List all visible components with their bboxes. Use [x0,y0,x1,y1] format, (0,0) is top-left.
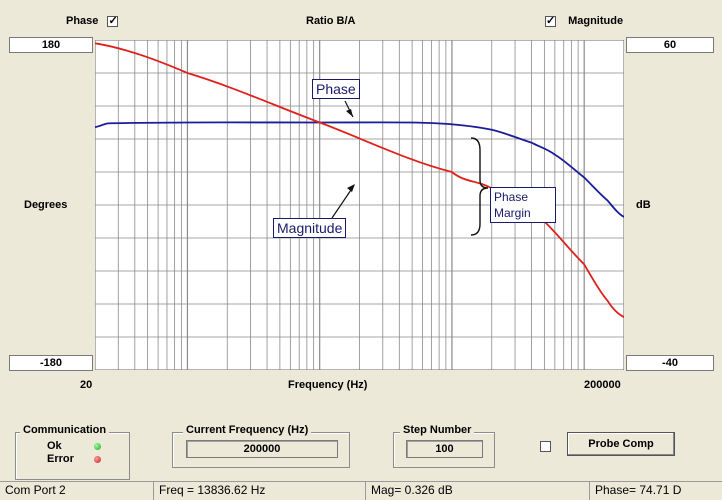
phase-curve [95,121,624,218]
magnitude-curve [95,42,624,319]
ok-led-icon [94,443,101,450]
phase-arrowhead [346,109,353,117]
magnitude-checkbox[interactable] [545,14,556,27]
status-bar [0,481,722,500]
x-axis-label: Frequency (Hz) [288,379,368,391]
current-frequency-field: 200000 [186,440,338,458]
x-axis-min: 20 [80,379,93,391]
comm-error-label: Error [47,453,74,465]
phase-annotation: Phase [312,79,360,99]
step-number-title: Step Number [400,424,475,436]
status-magnitude: Mag= 0.326 dB [365,482,589,500]
magnitude-label: Magnitude [568,15,624,27]
phase-label: Phase [66,15,99,27]
magnitude-toggle[interactable]: Magnitude [545,14,624,27]
error-led-icon [94,456,101,463]
left-axis-min: -180 [9,355,93,371]
comm-ok-label: Ok [47,440,62,452]
phase-checkbox[interactable] [107,14,119,27]
ratio-label: Ratio B/A [306,15,356,27]
right-axis-min: -40 [626,355,714,371]
magnitude-arrowhead [347,184,355,192]
magnitude-annotation: Magnitude [273,218,347,238]
phase-toggle[interactable]: Phase [66,14,119,27]
left-axis-max: 180 [9,37,93,53]
curves [95,42,624,319]
right-axis-label: dB [636,199,651,211]
status-phase: Phase= 74.71 D [589,482,722,500]
status-port: Com Port 2 [5,483,66,497]
annotation-lines [331,100,489,236]
current-frequency-title: Current Frequency (Hz) [183,424,312,436]
magnitude-pointer [331,186,354,219]
phase-margin-bracket [470,137,489,236]
grid-horizontal [95,72,624,338]
probe-comp-checkbox[interactable] [540,440,551,452]
probe-comp-button[interactable]: Probe Comp [567,432,675,456]
status-frequency: Freq = 13836.62 Hz [153,482,365,500]
phase-margin-annotation: Phase Margin [490,187,556,223]
x-axis-max: 200000 [584,379,621,391]
left-axis-label: Degrees [24,199,68,211]
communication-title: Communication [20,424,110,436]
right-axis-max: 60 [626,37,714,53]
step-number-field: 100 [406,440,483,458]
